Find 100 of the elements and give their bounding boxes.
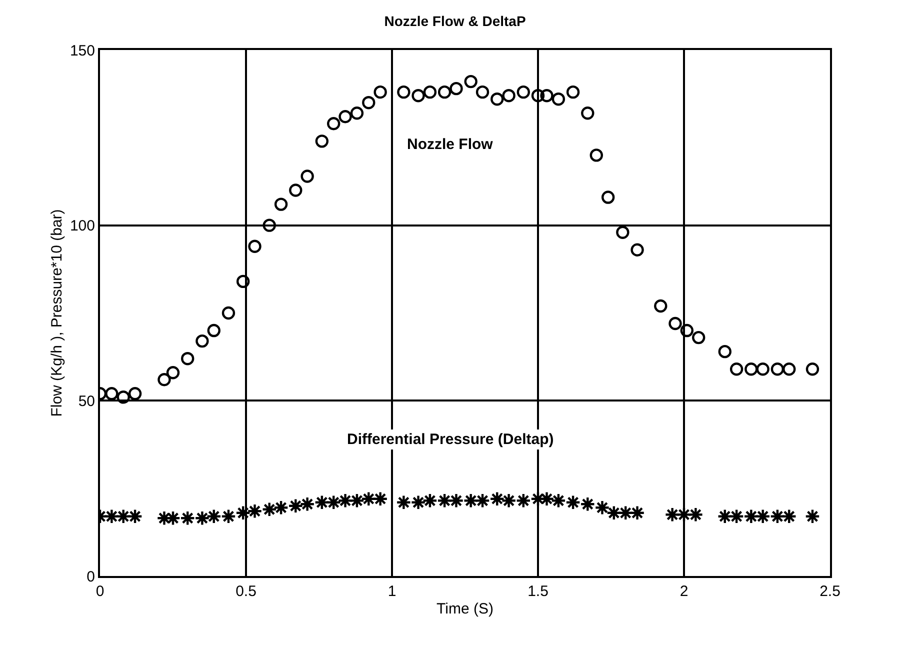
point: [326, 494, 342, 510]
point: [552, 92, 566, 106]
point: [422, 492, 438, 508]
point: [127, 508, 143, 524]
point: [581, 106, 594, 120]
point: [502, 88, 516, 102]
point: [128, 387, 142, 400]
point: [565, 494, 581, 510]
point: [315, 134, 329, 148]
y-tick-label: 100: [70, 218, 95, 235]
x-tick-label: 1: [388, 583, 396, 600]
y-tick-label: 150: [70, 42, 95, 60]
point: [601, 190, 615, 204]
chart-title: Nozzle Flow & DeltaP: [384, 12, 526, 29]
point: [743, 508, 759, 524]
point: [158, 373, 171, 386]
point: [410, 494, 426, 510]
point: [116, 390, 130, 404]
point: [165, 510, 181, 526]
point: [806, 362, 820, 376]
x-tick-label: 0.5: [236, 583, 256, 600]
point: [531, 88, 545, 102]
point: [206, 508, 222, 524]
point: [782, 362, 796, 376]
point: [654, 299, 668, 313]
point: [436, 492, 452, 508]
point: [273, 500, 289, 516]
point: [180, 510, 196, 526]
annotation: Nozzle Flow: [407, 136, 494, 153]
point: [262, 502, 278, 518]
point: [566, 85, 580, 99]
point: [718, 344, 732, 358]
point: [476, 85, 490, 99]
point: [289, 184, 302, 197]
point: [728, 508, 744, 524]
point: [448, 492, 464, 508]
point: [540, 88, 554, 102]
y-axis-title: Flow (Kg/h ), Pressure*10 (bar): [48, 209, 66, 417]
point: [755, 508, 771, 524]
point: [490, 92, 504, 106]
point: [730, 362, 744, 376]
x-tick-label: 2: [680, 583, 688, 600]
point: [590, 148, 603, 162]
point: [327, 117, 340, 130]
point: [207, 324, 220, 338]
point: [423, 85, 437, 99]
point: [349, 492, 365, 508]
y-tick-label: 50: [78, 392, 95, 410]
point: [274, 198, 288, 211]
point: [489, 491, 505, 507]
point: [220, 508, 236, 524]
point: [618, 505, 634, 521]
point: [181, 352, 194, 366]
point: [300, 496, 316, 512]
point: [606, 505, 622, 521]
point: [360, 491, 376, 507]
point: [464, 74, 478, 88]
point: [248, 240, 262, 253]
point: [770, 508, 786, 524]
point: [692, 330, 706, 344]
point: [288, 498, 304, 514]
point: [630, 505, 645, 521]
point: [630, 243, 644, 256]
point: [616, 226, 630, 239]
point: [338, 492, 353, 508]
point: [262, 218, 276, 232]
point: [539, 491, 554, 507]
point: [300, 170, 314, 183]
point: [116, 508, 132, 524]
point: [781, 508, 797, 524]
point: [450, 82, 463, 96]
point: [235, 505, 251, 521]
point: [501, 492, 516, 508]
point: [550, 492, 566, 508]
point: [396, 494, 412, 510]
point: [676, 506, 692, 522]
point: [374, 85, 387, 99]
point: [314, 494, 330, 510]
point: [438, 85, 452, 99]
point: [717, 508, 733, 524]
point: [372, 491, 388, 507]
point: [770, 362, 784, 376]
point: [166, 366, 180, 380]
x-axis-title: Time (S): [436, 600, 494, 618]
point: [664, 506, 680, 522]
point: [397, 85, 410, 99]
x-tick-label: 1.5: [528, 583, 548, 600]
point: [668, 316, 682, 330]
point: [516, 492, 532, 508]
point: [222, 306, 236, 320]
point: [680, 324, 694, 338]
point: [350, 106, 364, 120]
point: [247, 503, 262, 519]
point: [362, 96, 376, 110]
point: [236, 274, 250, 288]
point: [580, 496, 596, 512]
annotation: Differential Pressure (Deltap): [347, 431, 554, 448]
point: [516, 85, 530, 99]
point: [105, 387, 118, 400]
point: [804, 508, 820, 524]
